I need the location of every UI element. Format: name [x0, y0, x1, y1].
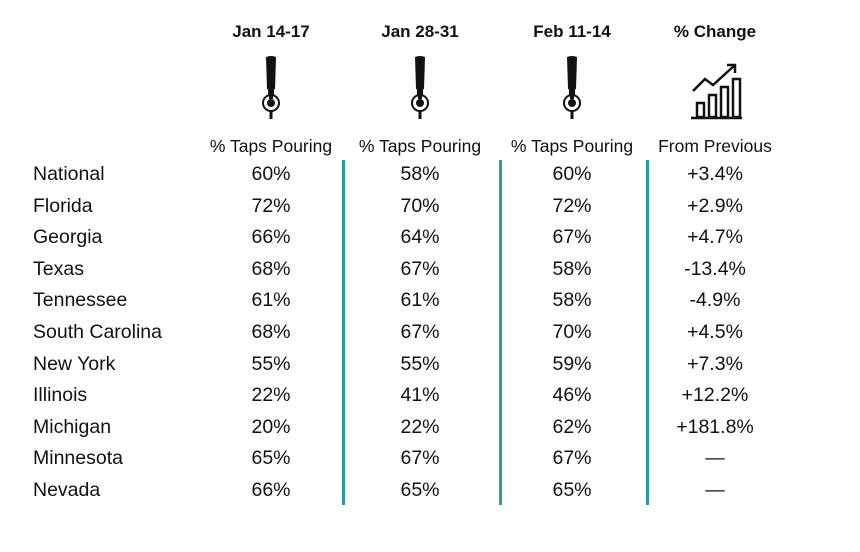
- table-cell: 67%: [400, 257, 440, 280]
- table-cell: 60%: [251, 163, 291, 185]
- table-cell: 58%: [552, 257, 592, 280]
- row-label: National: [33, 163, 105, 185]
- beer-tap-icon: [411, 56, 429, 119]
- table-cell: 68%: [251, 257, 291, 280]
- table-cell: +4.5%: [687, 321, 743, 343]
- table-cell: 55%: [400, 352, 440, 375]
- table-cell: 70%: [552, 321, 592, 343]
- row-label: Minnesota: [33, 447, 123, 470]
- table-cell: 65%: [400, 479, 440, 501]
- table-cell: 20%: [251, 415, 291, 438]
- row-label: Michigan: [33, 415, 112, 438]
- table-cell: 72%: [552, 194, 592, 217]
- column-subheader: % Taps Pouring: [510, 136, 634, 156]
- table-cell: 64%: [400, 226, 440, 249]
- row-label: Illinois: [33, 384, 88, 407]
- table-cell: 55%: [251, 352, 291, 375]
- table-cell: 62%: [552, 415, 592, 438]
- row-label: Georgia: [33, 226, 103, 249]
- table-cell: +4.7%: [687, 226, 743, 249]
- row-label: Florida: [33, 194, 93, 217]
- column-divider: [342, 160, 345, 505]
- table-cell: 59%: [552, 352, 592, 375]
- table-cell: -4.9%: [689, 289, 741, 312]
- table-cell: —: [705, 447, 725, 470]
- row-label: New York: [33, 352, 116, 375]
- table-cell: +7.3%: [687, 352, 743, 375]
- table-cell: 60%: [552, 163, 592, 185]
- table-cell: +12.2%: [681, 384, 749, 407]
- row-label: Tennessee: [33, 289, 128, 312]
- beer-tap-icon: [563, 56, 581, 119]
- column-header: Jan 28-31: [381, 22, 459, 41]
- table-cell: 22%: [251, 384, 291, 407]
- table-cell: +181.8%: [676, 415, 754, 438]
- row-label: South Carolina: [33, 321, 162, 343]
- table-cell: 65%: [251, 447, 291, 470]
- table-cell: 66%: [251, 479, 291, 501]
- table-cell: 58%: [400, 163, 440, 185]
- column-subheader: % Taps Pouring: [209, 136, 333, 156]
- table-cell: 70%: [400, 194, 440, 217]
- column-divider: [499, 160, 502, 505]
- table-cell: 58%: [552, 289, 592, 312]
- growth-chart-icon: [691, 63, 742, 120]
- table-cell: 67%: [552, 226, 592, 249]
- table-cell: —: [705, 479, 725, 501]
- column-divider: [646, 160, 649, 505]
- row-label: Texas: [33, 257, 84, 280]
- table-cell: 67%: [400, 447, 440, 470]
- column-subheader: % Taps Pouring: [358, 136, 482, 156]
- table-cell: 65%: [552, 479, 592, 501]
- table-cell: 68%: [251, 321, 291, 343]
- row-label: Nevada: [33, 479, 101, 501]
- table-cell: +3.4%: [687, 163, 743, 185]
- column-header: Jan 14-17: [232, 22, 310, 41]
- table-cell: +2.9%: [687, 194, 743, 217]
- table-cell: 66%: [251, 226, 291, 249]
- table-cell: 67%: [400, 321, 440, 343]
- table-cell: 61%: [400, 289, 440, 312]
- table-cell: 46%: [552, 384, 592, 407]
- table-cell: 72%: [251, 194, 291, 217]
- table-cell: 67%: [552, 447, 592, 470]
- table-cell: -13.4%: [684, 257, 746, 280]
- column-subheader: From Previous: [658, 136, 772, 156]
- beer-tap-icon: [262, 56, 280, 119]
- column-header: % Change: [673, 22, 757, 41]
- table-cell: 61%: [251, 289, 291, 312]
- table-cell: 22%: [400, 415, 440, 438]
- table-cell: 41%: [400, 384, 440, 407]
- column-header: Feb 11-14: [533, 22, 611, 41]
